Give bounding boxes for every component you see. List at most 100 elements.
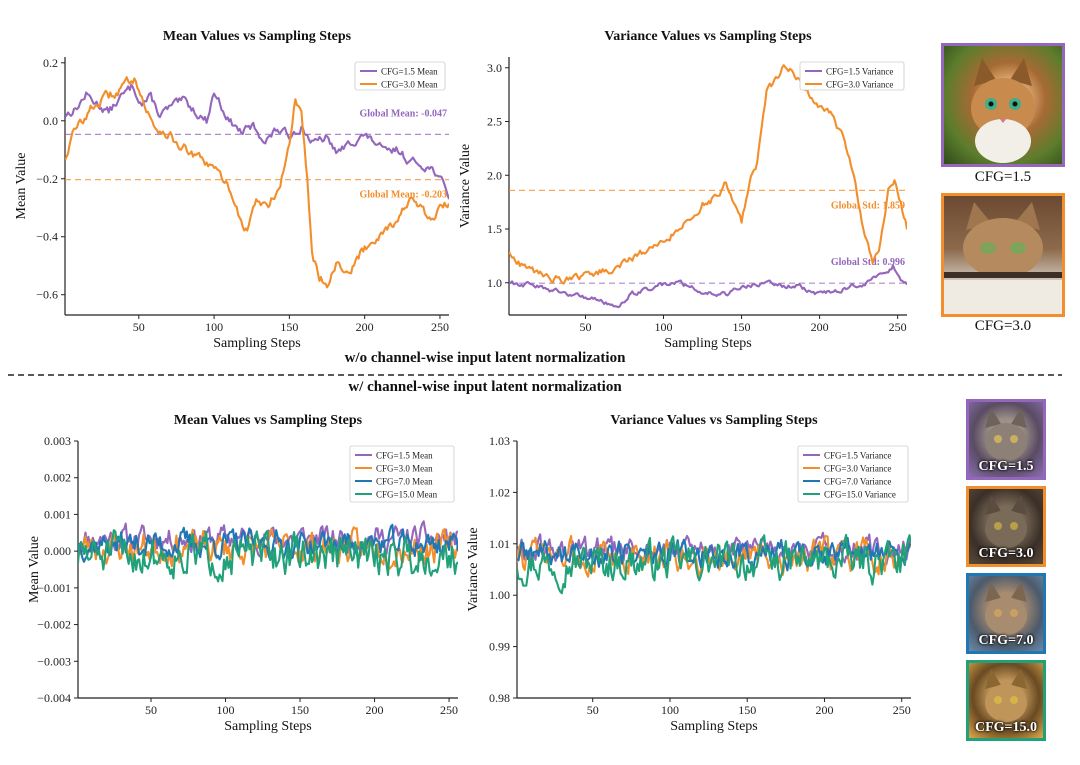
y-axis-label: Mean Value (14, 153, 29, 220)
y-tick-label: 1.02 (489, 485, 510, 499)
cat-portrait-icon (985, 408, 1027, 461)
y-tick-label: 0.002 (44, 471, 71, 485)
x-tick-label: 250 (893, 703, 911, 717)
thumbnail-cfg-7-0-normalized: CFG=7.0 (966, 573, 1046, 654)
global-label-cfg1_5: Global Std: 0.996 (831, 257, 905, 268)
legend-label-cfg3_0: CFG=3.0 Variance (824, 464, 891, 474)
series-line-cfg15_0 (78, 529, 458, 583)
x-tick-label: 200 (811, 320, 829, 334)
thumbnail-overlay-cfg-3-0: CFG=3.0 (978, 546, 1034, 561)
x-tick-label: 100 (217, 703, 235, 717)
series-line-cfg3_0 (509, 64, 907, 285)
y-tick-label: 1.5 (487, 222, 502, 236)
x-tick-label: 250 (889, 320, 907, 334)
y-tick-label: 0.99 (489, 640, 510, 654)
legend: CFG=1.5 Mean CFG=3.0 Mean (354, 61, 446, 91)
thumbnail-overlay-cfg-1-5: CFG=1.5 (978, 459, 1034, 474)
global-label-cfg3_0: Global Std: 1.859 (831, 200, 905, 211)
y-tick-label: 0.2 (43, 56, 58, 70)
cat-portrait-icon (985, 582, 1027, 635)
x-tick-label: 50 (579, 320, 591, 334)
y-tick-label: 1.00 (489, 588, 510, 602)
section-label-without-normalization: w/o channel-wise input latent normalizat… (344, 350, 626, 366)
series-line-cfg15_0 (517, 533, 911, 595)
y-tick-label: −0.003 (37, 654, 71, 668)
legend-label-cfg15_0: CFG=15.0 Variance (824, 490, 896, 500)
legend-label-cfg1_5: CFG=1.5 Variance (824, 451, 891, 461)
cat-portrait-icon (944, 202, 1062, 314)
legend-label-cfg1_5: CFG=1.5 Mean (381, 67, 438, 77)
x-axis-label: Sampling Steps (213, 336, 301, 351)
series-line-cfg7_0 (517, 536, 911, 572)
x-tick-label: 50 (587, 703, 599, 717)
y-tick-label: −0.004 (37, 691, 71, 705)
x-tick-label: 250 (431, 320, 449, 334)
thumbnail-cfg-3-0 (941, 193, 1065, 317)
x-tick-label: 200 (366, 703, 384, 717)
y-tick-label: 1.0 (487, 276, 502, 290)
x-tick-label: 150 (738, 703, 756, 717)
legend-box (797, 445, 909, 503)
x-tick-label: 50 (145, 703, 157, 717)
chart-bottom-var: Variance Values vs Sampling Steps 50 100 15… (466, 413, 911, 734)
y-tick-label: −0.001 (37, 581, 71, 595)
x-tick-label: 50 (133, 320, 145, 334)
legend: CFG=1.5 Mean CFG=3.0 Mean CFG=7.0 Mean CFG=… (349, 445, 455, 503)
x-tick-label: 150 (291, 703, 309, 717)
legend-label-cfg7_0: CFG=7.0 Mean (376, 477, 433, 487)
thumbnail-cfg-1-5-normalized: CFG=1.5 (966, 399, 1046, 480)
legend-label-cfg3_0: CFG=3.0 Variance (826, 80, 893, 90)
y-tick-label: 1.01 (489, 537, 510, 551)
y-tick-label: 2.5 (487, 115, 502, 129)
chart-title: Mean Values vs Sampling Steps (174, 413, 363, 428)
series-line-cfg1_5 (65, 83, 449, 200)
legend: CFG=1.5 Variance CFG=3.0 Variance CFG=7.0 … (797, 445, 909, 503)
series-line-cfg1_5 (509, 264, 907, 309)
x-tick-label: 250 (440, 703, 458, 717)
legend-label-cfg3_0: CFG=3.0 Mean (381, 80, 438, 90)
thumbnail-cfg-1-5 (941, 43, 1065, 167)
legend-label-cfg1_5: CFG=1.5 Variance (826, 67, 893, 77)
legend-box (799, 61, 905, 91)
thumbnail-overlay-cfg-15-0: CFG=15.0 (974, 720, 1038, 735)
x-axis-label: Sampling Steps (224, 719, 312, 734)
cat-portrait-icon (985, 495, 1027, 548)
y-tick-label: 0.001 (44, 507, 71, 521)
legend-label-cfg3_0: CFG=3.0 Mean (376, 464, 433, 474)
x-tick-label: 200 (815, 703, 833, 717)
y-tick-label: 0.003 (44, 434, 71, 448)
chart-top-var: Variance Values vs Sampling Steps 50 100 15… (458, 29, 907, 351)
thumbnail-caption-cfg-1-5: CFG=1.5 (974, 169, 1032, 185)
y-axis-label: Variance Value (466, 527, 481, 611)
chart-title: Variance Values vs Sampling Steps (610, 413, 818, 428)
x-axis-label: Sampling Steps (670, 719, 758, 734)
x-tick-label: 100 (655, 320, 673, 334)
y-tick-label: 0.0 (43, 114, 58, 128)
y-tick-label: 1.03 (489, 434, 510, 448)
y-tick-label: 0.000 (44, 544, 71, 558)
section-label-with-normalization: w/ channel-wise input latent normalizati… (348, 379, 622, 395)
y-tick-label: −0.6 (36, 288, 58, 302)
y-axis-label: Variance Value (458, 144, 473, 228)
cat-portrait-icon (971, 58, 1035, 163)
series-line-cfg1_5 (517, 531, 911, 569)
y-tick-label: 0.98 (489, 691, 510, 705)
chart-top-mean: Mean Values vs Sampling Steps 50 100 150 200… (14, 29, 449, 351)
chart-bottom-mean: Mean Values vs Sampling Steps 50 100 150 200… (27, 413, 458, 734)
y-tick-label: −0.4 (36, 230, 58, 244)
x-tick-label: 100 (661, 703, 679, 717)
thumbnail-cfg-15-0-normalized: CFG=15.0 (966, 660, 1046, 741)
y-tick-label: −0.002 (37, 618, 71, 632)
cat-portrait-icon (985, 669, 1027, 722)
thumbnail-overlay-cfg-7-0: CFG=7.0 (978, 633, 1034, 648)
y-tick-label: −0.2 (36, 172, 58, 186)
legend-label-cfg7_0: CFG=7.0 Variance (824, 477, 891, 487)
global-label-cfg3_0: Global Mean: -0.203 (360, 190, 448, 201)
y-tick-label: 2.0 (487, 168, 502, 182)
x-tick-label: 150 (280, 320, 298, 334)
chart-title: Mean Values vs Sampling Steps (163, 29, 352, 44)
legend: CFG=1.5 Variance CFG=3.0 Variance (799, 61, 905, 91)
thumbnail-cfg-3-0-normalized: CFG=3.0 (966, 486, 1046, 567)
legend-label-cfg15_0: CFG=15.0 Mean (376, 490, 438, 500)
